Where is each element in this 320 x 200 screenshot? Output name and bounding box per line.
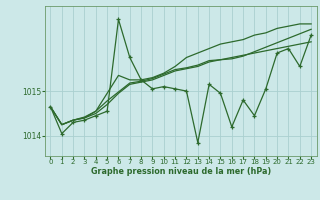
X-axis label: Graphe pression niveau de la mer (hPa): Graphe pression niveau de la mer (hPa): [91, 167, 271, 176]
